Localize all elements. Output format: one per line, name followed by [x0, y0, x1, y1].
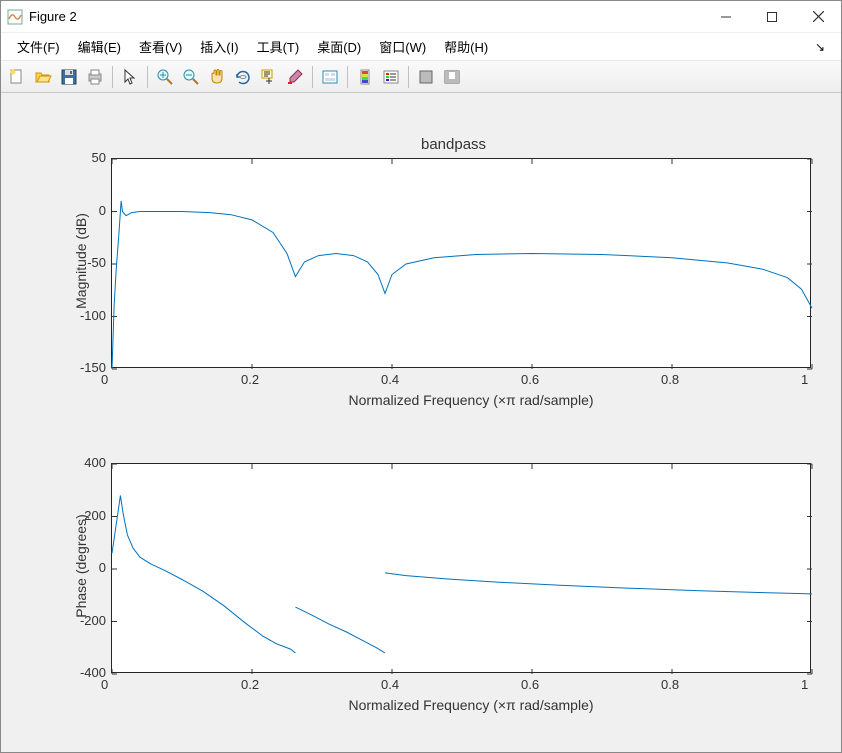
close-button[interactable]: [795, 1, 841, 33]
toolbar-separator: [147, 66, 148, 88]
y-tick-label: -200: [71, 613, 106, 628]
menu-insert[interactable]: 插入(I): [192, 34, 246, 59]
x-tick-label: 0.6: [521, 677, 539, 692]
maximize-button[interactable]: [749, 1, 795, 33]
brush-icon[interactable]: [283, 65, 307, 89]
matlab-figure-icon: [7, 9, 23, 25]
chart-title: bandpass: [421, 136, 486, 153]
print-icon[interactable]: [83, 65, 107, 89]
plot-line: [385, 573, 812, 594]
plot-line: [112, 201, 812, 369]
x-tick-label: 0.4: [381, 677, 399, 692]
y-tick-label: 0: [71, 560, 106, 575]
zoom-in-icon[interactable]: [153, 65, 177, 89]
zoom-out-icon[interactable]: [179, 65, 203, 89]
y-tick-label: -100: [71, 308, 106, 323]
rotate-icon[interactable]: [231, 65, 255, 89]
x-tick-label: 0.8: [661, 677, 679, 692]
toolbar-separator: [112, 66, 113, 88]
menu-edit[interactable]: 编辑(E): [70, 34, 129, 59]
data-cursor-icon[interactable]: [257, 65, 281, 89]
magnitude-axes[interactable]: [111, 158, 811, 368]
menu-tools[interactable]: 工具(T): [249, 34, 308, 59]
legend-icon[interactable]: [379, 65, 403, 89]
x-tick-label: 0.8: [661, 372, 679, 387]
y-tick-label: -150: [71, 360, 106, 375]
y-tick-label: 200: [71, 508, 106, 523]
plot-line: [295, 607, 385, 653]
pointer-icon[interactable]: [118, 65, 142, 89]
title-bar: Figure 2: [1, 1, 841, 33]
toolbar-separator: [312, 66, 313, 88]
window-title: Figure 2: [29, 9, 77, 24]
y-tick-label: 400: [71, 455, 106, 470]
minimize-button[interactable]: [703, 1, 749, 33]
x-tick-label: 0.2: [241, 372, 259, 387]
menu-overflow-icon[interactable]: ↘: [815, 40, 833, 54]
y-tick-label: -400: [71, 665, 106, 680]
menu-desktop[interactable]: 桌面(D): [309, 34, 369, 59]
x-tick-label: 1: [801, 372, 808, 387]
figure-area: bandpassMagnitude (dB)Normalized Frequen…: [1, 93, 841, 752]
menu-file[interactable]: 文件(F): [9, 34, 68, 59]
new-figure-icon[interactable]: [5, 65, 29, 89]
link-icon[interactable]: [318, 65, 342, 89]
x-tick-label: 0.6: [521, 372, 539, 387]
colorbar-icon[interactable]: [353, 65, 377, 89]
pan-icon[interactable]: [205, 65, 229, 89]
y-tick-label: 50: [71, 150, 106, 165]
save-icon[interactable]: [57, 65, 81, 89]
hide-plot-tools-icon[interactable]: [414, 65, 438, 89]
menu-view[interactable]: 查看(V): [131, 34, 190, 59]
toolbar-separator: [408, 66, 409, 88]
open-icon[interactable]: [31, 65, 55, 89]
menu-help[interactable]: 帮助(H): [436, 34, 496, 59]
show-plot-tools-icon[interactable]: [440, 65, 464, 89]
toolbar: [1, 61, 841, 93]
toolbar-separator: [347, 66, 348, 88]
menu-window[interactable]: 窗口(W): [371, 34, 434, 59]
y-tick-label: -50: [71, 255, 106, 270]
phase-axes[interactable]: [111, 463, 811, 673]
x-tick-label: 0.2: [241, 677, 259, 692]
x-tick-label: 1: [801, 677, 808, 692]
x-axis-label: Normalized Frequency (×π rad/sample): [311, 697, 631, 713]
plot-line: [112, 496, 295, 654]
x-tick-label: 0.4: [381, 372, 399, 387]
x-axis-label: Normalized Frequency (×π rad/sample): [311, 392, 631, 408]
menu-bar: 文件(F) 编辑(E) 查看(V) 插入(I) 工具(T) 桌面(D) 窗口(W…: [1, 33, 841, 61]
y-tick-label: 0: [71, 203, 106, 218]
